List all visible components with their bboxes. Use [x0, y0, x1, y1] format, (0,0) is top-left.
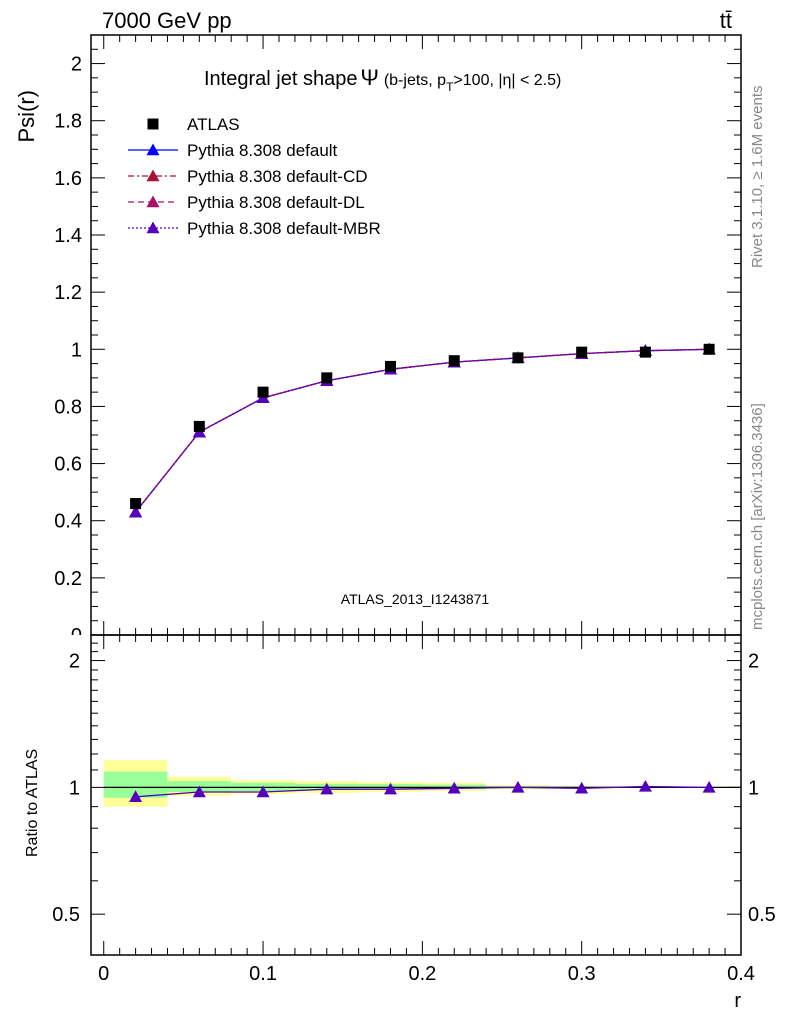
atlas-data-point	[448, 355, 460, 367]
ratio-ylabel: Ratio to ATLAS	[24, 749, 41, 857]
x-tick-label: 0.3	[568, 963, 596, 985]
y-tick-label: 0.2	[54, 568, 82, 590]
ratio-panel: 0 0.1 0.2 0.3 0.4 0.5 0.5 1 1 2 2 Ratio to ATLAS r	[24, 634, 776, 1012]
legend-marker	[146, 143, 160, 156]
y-tick-label: 0.4	[54, 511, 82, 533]
y-tick-label: 1.6	[54, 168, 82, 190]
ratio-point	[256, 785, 270, 798]
main-title-text: Integral jet shape	[204, 68, 357, 90]
ratio-point	[575, 781, 589, 794]
y-tick-label: 0.6	[54, 454, 82, 476]
atlas-data-point	[576, 346, 588, 358]
legend-entry: ATLAS	[187, 115, 240, 134]
atlas-data-point	[130, 498, 142, 510]
ratio-point	[384, 782, 398, 795]
legend-entry: Pythia 8.308 default-CD	[187, 167, 368, 186]
main-title: Integral jet shape Ψ (b-jets, pT>100, |η| …	[204, 65, 561, 94]
series-line-2	[135, 348, 710, 513]
ratio-y-tick-label: 0.5	[52, 904, 80, 926]
legend-entry: Pythia 8.308 default-MBR	[187, 219, 381, 238]
ratio-line	[135, 785, 710, 798]
legend-marker-atlas	[147, 118, 159, 130]
y-tick-label: 1.4	[54, 225, 82, 247]
ratio-y-tick-label-right: 0.5	[748, 904, 776, 926]
atlas-data-point	[385, 360, 397, 372]
rivet-label: Rivet 3.1.10, ≥ 1.6M events	[749, 86, 766, 269]
ratio-point	[192, 785, 206, 798]
analysis-annotation: ATLAS_2013_I1243871	[341, 591, 490, 607]
main-title-rest: >100, |η| < 2.5)	[453, 72, 561, 89]
y-tick-label: 0.8	[54, 396, 82, 418]
main-title-open: (b-jets, p	[384, 72, 446, 89]
ratio-y-tick-label-right: 2	[748, 651, 759, 673]
legend-marker	[146, 169, 160, 182]
y-tick-label: 1	[71, 339, 82, 361]
main-title-psi: Ψ	[360, 65, 378, 90]
y-tick-label: 1.8	[54, 111, 82, 133]
main-ylabel: Psi(r)	[14, 90, 39, 143]
x-tick-label: 0	[98, 963, 109, 985]
ratio-point	[702, 780, 716, 793]
ratio-point	[447, 781, 461, 794]
series-line-4	[135, 348, 710, 513]
ratio-y-tick-label-right: 1	[748, 777, 759, 799]
ratio-y-tick-label: 1	[69, 777, 80, 799]
legend-marker	[146, 221, 160, 234]
ratio-xlabel: r	[734, 990, 741, 1012]
ratio-point	[638, 779, 652, 792]
ratio-y-tick-label: 2	[69, 651, 80, 673]
legend: ATLAS Pythia 8.308 default Pythia 8.308 de…	[128, 115, 381, 238]
atlas-data-point	[703, 343, 715, 355]
main-panel: 0.2 0.4 0.6 0.8 1 1.2 1.4 1.6 1.8 2 0 Psi(r) Integ…	[14, 34, 742, 647]
atlas-data-point	[512, 352, 524, 364]
atlas-data-point	[193, 420, 205, 432]
ratio-point	[320, 782, 334, 795]
main-title-sub: T	[446, 80, 454, 94]
atlas-data-point	[639, 346, 651, 358]
series-point-4	[129, 505, 143, 518]
y-tick-label: 1.2	[54, 282, 82, 304]
legend-entry: Pythia 8.308 default-DL	[187, 193, 365, 212]
atlas-data-point	[321, 372, 333, 384]
legend-marker	[146, 195, 160, 208]
ratio-frame	[90, 634, 742, 956]
ratio-point	[129, 790, 143, 802]
x-tick-label: 0.1	[249, 963, 277, 985]
legend-entry: Pythia 8.308 default	[187, 141, 338, 160]
header-energy: 7000 GeV pp	[102, 8, 232, 33]
series-line-1	[135, 348, 710, 513]
header-process: tt̄	[720, 8, 732, 33]
x-tick-label: 0.4	[727, 963, 755, 985]
ratio-point	[511, 780, 525, 793]
y-tick-label: 2	[71, 54, 82, 76]
x-tick-label: 0.2	[408, 963, 436, 985]
mcplots-label: mcplots.cern.ch [arXiv:1306.3436]	[749, 403, 766, 630]
y-tick-label-zero: 0	[71, 625, 82, 647]
series-line-3	[135, 348, 710, 513]
atlas-data-point	[257, 386, 269, 398]
